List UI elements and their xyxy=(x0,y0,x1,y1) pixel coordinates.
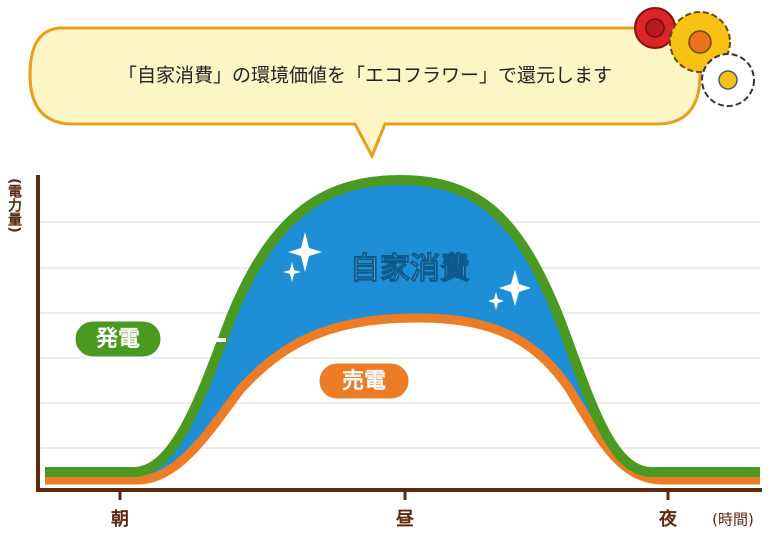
self-consumption-area xyxy=(135,180,660,480)
bubble-text: 「自家消費」の環境価値を「エコフラワー」で還元します xyxy=(118,65,612,87)
sold-curve xyxy=(45,313,760,485)
self-consumption-label: 自家消費 xyxy=(350,252,470,287)
generation-curve xyxy=(45,174,760,477)
x-label: 昼 xyxy=(396,509,414,530)
axes xyxy=(36,175,762,492)
y-axis-label: (電力量) xyxy=(6,178,22,233)
x-label: 朝 xyxy=(111,508,129,530)
x-axis-label: (時間) xyxy=(712,511,754,529)
generation-pill xyxy=(72,318,164,360)
speech-bubble xyxy=(28,26,702,160)
sold-label: 売電 xyxy=(342,368,386,394)
generation-label: 発電 xyxy=(95,327,140,352)
sparkles xyxy=(283,232,531,310)
flowers xyxy=(634,7,755,107)
sold-pill xyxy=(316,360,412,402)
x-label: 夜 xyxy=(658,508,678,530)
